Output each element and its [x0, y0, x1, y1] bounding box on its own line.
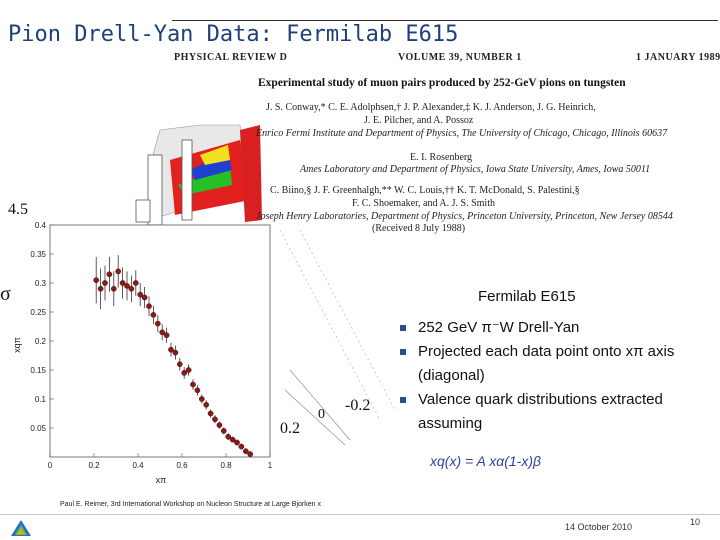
y-tick-label: 0.15: [30, 366, 46, 375]
data-point: [198, 396, 205, 402]
data-point: [225, 433, 232, 440]
data-point: [93, 277, 100, 283]
bg-label-zero: 0: [318, 407, 325, 422]
data-point: [146, 303, 152, 310]
bullet-square-icon: [400, 325, 406, 331]
data-point: [229, 436, 236, 443]
data-point: [141, 294, 148, 301]
bullet-item-1: 252 GeV π⁻W Drell-Yan: [400, 316, 708, 340]
bullet-heading: Fermilab E615: [478, 288, 576, 305]
data-point: [150, 312, 157, 318]
bullet-square-icon: [400, 397, 406, 403]
data-point: [234, 439, 240, 446]
y-tick-label: 0.4: [35, 221, 47, 230]
data-point: [203, 401, 210, 408]
paper-authors-4: C. Biino,§ J. F. Greenhalgh,** W. C. Lou…: [270, 185, 580, 196]
data-point: [168, 346, 174, 353]
data-point: [137, 291, 144, 298]
xq-scatter-plot: 0.05 0.1 0.15 0.2 0.25 0.3 0.35 0.4 0 0.2 0.4 0.6 0…: [12, 221, 273, 485]
paper-affiliation-1: Enrico Fermi Institute and Department of…: [256, 128, 668, 139]
y-tick-label: 0.2: [35, 337, 47, 346]
data-point: [110, 285, 117, 292]
x-tick-label: 0.2: [88, 461, 100, 470]
data-point: [159, 329, 166, 336]
data-point: [172, 349, 179, 356]
data-point: [216, 422, 223, 428]
surface-yellow: [200, 145, 230, 165]
journal-date: 1 JANUARY 1989: [636, 52, 720, 63]
slide-title: Pion Drell-Yan Data: Fermilab E615: [8, 22, 459, 47]
data-point: [207, 410, 214, 417]
data-point: [238, 443, 245, 450]
lab-logo-icon: [11, 520, 31, 536]
y-tick-label: 0.25: [30, 308, 46, 317]
data-point: [132, 280, 139, 286]
paper-title: Experimental study of muon pairs produce…: [258, 77, 626, 89]
data-point: [190, 381, 196, 388]
x-axis-label: xπ: [156, 475, 167, 485]
footer-credit: Paul E. Reimer, 3rd International Worksh…: [60, 501, 321, 508]
footer-date: 14 October 2010: [565, 522, 633, 532]
bullet-square-icon: [400, 349, 406, 355]
data-point: [154, 320, 161, 327]
y-tick-label: 0.05: [30, 424, 46, 433]
paper-authors-1: J. S. Conway,* C. E. Adolphsen,† J. P. A…: [266, 102, 596, 113]
y-tick-label: 0.1: [35, 395, 47, 404]
bg-label-mid: -0.2: [345, 397, 370, 414]
paper-header-image: PHYSICAL REVIEW D VOLUME 39, NUMBER 1 1 …: [0, 44, 720, 240]
data-point: [102, 280, 108, 286]
paper-authors-3: E. I. Rosenberg: [410, 152, 473, 163]
x-tick-label: 0.6: [176, 461, 188, 470]
x-tick-label: 0.8: [220, 461, 232, 470]
paper-rule: [172, 20, 718, 21]
data-point: [124, 283, 130, 289]
bg-label-low: 0.2: [280, 420, 300, 437]
data-point: [176, 361, 183, 368]
data-point: [163, 332, 170, 339]
x-tick-label: 0.4: [132, 461, 144, 470]
data-point: [220, 428, 227, 434]
data-point: [119, 280, 126, 286]
footer-rule: [0, 514, 720, 515]
paper-authors-5: F. C. Shoemaker, and A. J. S. Smith: [352, 198, 495, 209]
bg-label-left: 4.5: [8, 201, 28, 218]
data-point: [242, 448, 249, 455]
data-point: [97, 285, 104, 292]
journal-name: PHYSICAL REVIEW D: [174, 52, 288, 63]
page-number: 10: [690, 517, 701, 527]
data-point: [212, 416, 218, 423]
paper-authors-2: J. E. Pilcher, and A. Possoz: [364, 115, 474, 126]
plot-frame: [49, 224, 271, 458]
x-tick-label: 1: [268, 461, 273, 470]
y-tick-label: 0.35: [30, 250, 46, 259]
paper-affiliation-3: Joseph Henry Laboratories, Department of…: [256, 211, 673, 222]
paper-received: (Received 8 July 1988): [372, 223, 466, 234]
data-point: [106, 271, 113, 278]
journal-volume: VOLUME 39, NUMBER 1: [398, 52, 522, 63]
data-point: [194, 387, 201, 394]
x-tick-label: 0: [48, 461, 53, 470]
data-point: [115, 268, 122, 275]
data-point: [128, 285, 135, 292]
bg-label-sigma: σ: [0, 283, 11, 305]
data-point: [181, 370, 188, 376]
data-point: [185, 367, 192, 373]
paper-affiliation-2: Ames Laboratory and Department of Physic…: [300, 164, 651, 175]
formula: xq(x) = A xα(1-x)β: [430, 453, 542, 469]
y-axis-label: xqπ: [12, 337, 22, 353]
bullet-item-2: Projected each data point onto xπ axis (…: [400, 340, 708, 388]
y-tick-label: 0.3: [35, 279, 47, 288]
bullet-item-3: Valence quark distributions extracted as…: [400, 388, 708, 436]
data-point: [247, 451, 254, 457]
